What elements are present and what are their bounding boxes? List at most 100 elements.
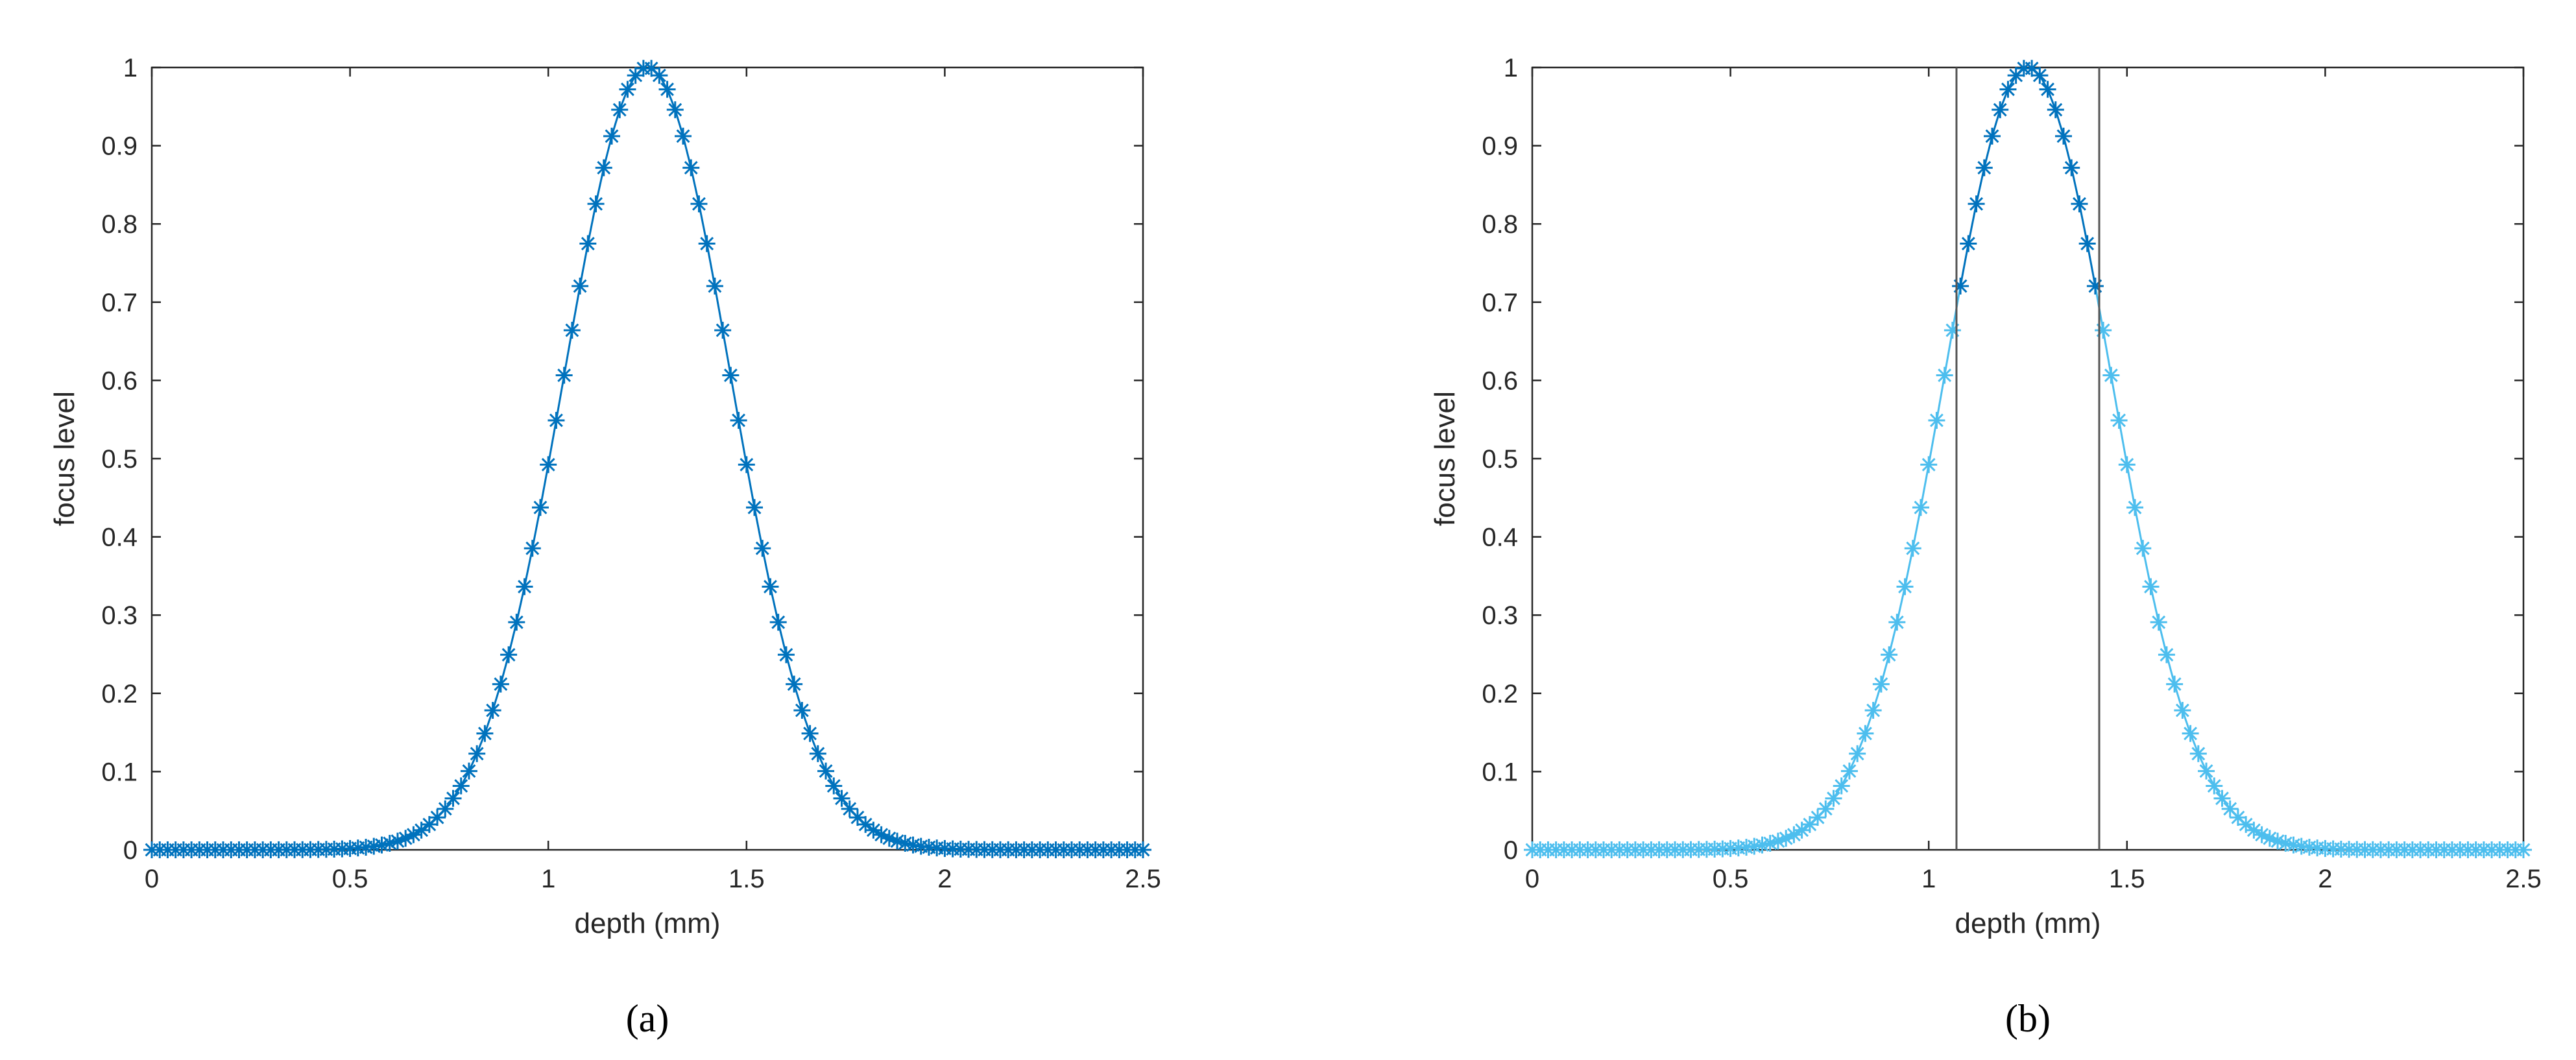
series-line-segment xyxy=(1927,420,1938,465)
data-point xyxy=(587,195,605,213)
series-line-segment xyxy=(1856,733,1866,754)
data-point xyxy=(579,235,597,252)
y-tick-label: 1 xyxy=(1504,54,1518,82)
data-point xyxy=(2031,67,2049,84)
data-point xyxy=(682,159,700,176)
series-line-segment xyxy=(507,621,518,655)
data-point xyxy=(492,675,509,693)
plot-frame xyxy=(150,66,1144,851)
data-point xyxy=(2047,101,2064,119)
panel-label: (a) xyxy=(626,997,669,1040)
series-line-segment xyxy=(2078,203,2089,244)
series-line-segment xyxy=(793,684,803,711)
x-tick-label: 1 xyxy=(1921,865,1936,893)
data-point xyxy=(2063,159,2080,176)
data-point xyxy=(2150,614,2167,631)
series-line-segment xyxy=(595,167,605,204)
series-line-segment xyxy=(1959,243,1969,287)
series-line-segment xyxy=(1967,203,1978,244)
y-tick-label: 0 xyxy=(123,836,138,865)
series-line-segment xyxy=(729,375,740,421)
data-point xyxy=(555,367,573,384)
series-line-segment xyxy=(785,654,795,684)
series-line-segment xyxy=(2150,586,2160,623)
series-line-segment xyxy=(2141,548,2152,587)
series-line-segment xyxy=(721,330,732,376)
data-point xyxy=(563,322,581,339)
series-line-segment xyxy=(475,733,486,754)
data-point xyxy=(1872,675,1890,693)
x-tick-label: 2.5 xyxy=(2505,865,2542,893)
data-point xyxy=(1135,841,1151,858)
series-line-segment xyxy=(769,586,780,623)
series-line-segment xyxy=(777,621,788,655)
data-point xyxy=(793,702,811,719)
series-line-segment xyxy=(547,420,557,465)
data-point xyxy=(2118,456,2136,474)
series-line-segment xyxy=(1880,654,1890,684)
x-tick-label: 1.5 xyxy=(728,865,765,893)
series-line-segment xyxy=(563,330,573,376)
data-point xyxy=(2189,745,2207,762)
data-point xyxy=(1983,127,2001,145)
data-point xyxy=(722,367,740,384)
x-tick-label: 0.5 xyxy=(1713,865,1749,893)
data-point xyxy=(2095,322,2112,339)
data-point xyxy=(484,702,501,719)
data-point xyxy=(786,675,803,693)
data-point xyxy=(548,411,565,429)
series-line-segment xyxy=(745,464,756,508)
series-line-segment xyxy=(753,507,764,549)
y-tick-label: 0.3 xyxy=(1482,601,1518,630)
series-line-segment xyxy=(674,109,684,137)
series-line-segment xyxy=(2062,136,2073,168)
x-tick-label: 2 xyxy=(937,865,952,893)
data-point xyxy=(2086,277,2104,295)
series-line-segment xyxy=(586,203,597,244)
series-line-segment xyxy=(603,136,613,168)
series-line-segment xyxy=(2110,375,2121,421)
data-point xyxy=(540,456,557,474)
series-line-segment xyxy=(1991,109,2001,137)
series-line-segment xyxy=(1912,507,1922,549)
data-point xyxy=(1840,762,1858,780)
series-line-segment xyxy=(697,203,708,244)
data-point xyxy=(1928,411,1945,429)
series-line-segment xyxy=(1888,621,1898,655)
data-point xyxy=(857,815,874,833)
data-point xyxy=(1896,578,1914,596)
series-line-segment xyxy=(1999,89,2009,110)
series-line-segment xyxy=(666,89,677,110)
chart-panel-a: 0 0.5 1 1.5 2 2.5 0 0.1 0.2 0.3 0.4 0.5 0.6 0.7 0.8 0.9… xyxy=(49,54,1161,1040)
y-tick-label: 0 xyxy=(1504,836,1518,865)
series-line-segment xyxy=(2134,507,2144,549)
data-point xyxy=(1999,80,2017,98)
x-axis-label: depth (mm) xyxy=(575,908,721,939)
data-point xyxy=(2166,675,2184,693)
y-tick-label: 0.9 xyxy=(1482,132,1518,161)
y-tick-label: 0.6 xyxy=(101,367,138,395)
data-point xyxy=(1952,277,1969,295)
data-point xyxy=(595,159,612,176)
y-tick-label: 0.7 xyxy=(101,289,138,317)
data-point xyxy=(2174,702,2191,719)
y-tick-label: 0.8 xyxy=(1482,210,1518,239)
series-line-segment xyxy=(571,285,581,331)
data-point xyxy=(437,800,454,817)
data-point xyxy=(2134,540,2152,557)
series-line-segment xyxy=(761,548,771,587)
series-line-segment xyxy=(1864,710,1875,734)
data-point xyxy=(658,80,676,98)
series-line-segment xyxy=(2158,621,2168,655)
series-line-segment xyxy=(618,89,629,110)
y-tick-label: 0.2 xyxy=(1482,680,1518,708)
data-point xyxy=(1904,540,1921,557)
x-tick-label: 0 xyxy=(145,865,159,893)
data-point xyxy=(1936,367,1953,384)
data-point xyxy=(1912,499,1929,516)
series-line-segment xyxy=(500,654,510,684)
data-point xyxy=(2078,235,2096,252)
data-point xyxy=(880,830,898,847)
data-point xyxy=(516,578,533,596)
